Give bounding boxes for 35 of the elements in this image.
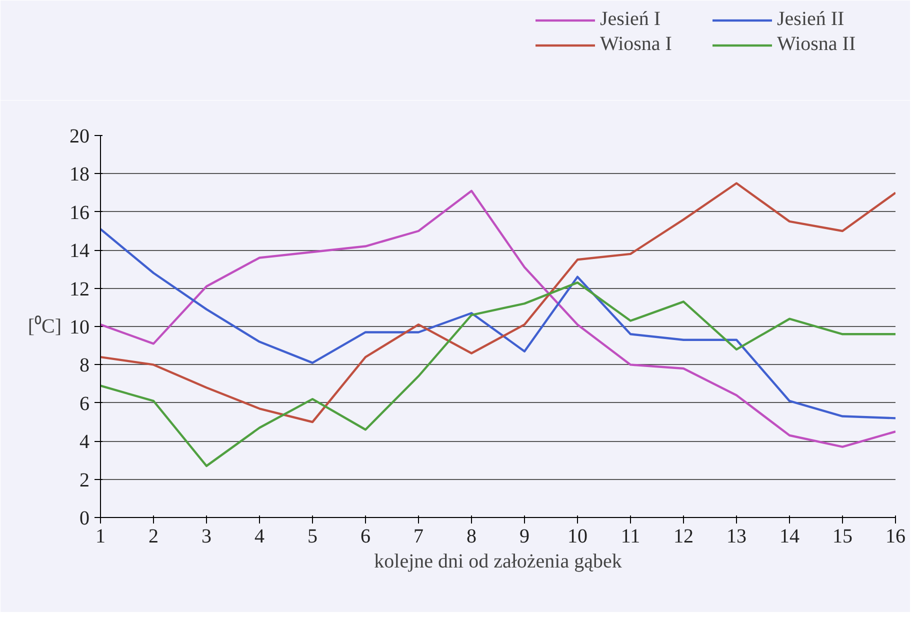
legend-label: Jesień II: [777, 8, 846, 31]
x-tick-label: 14: [780, 526, 800, 548]
x-tick-label: 13: [726, 526, 746, 548]
x-tick-label: 5: [308, 526, 318, 548]
y-tick-label: 10: [70, 316, 90, 338]
y-tick-label: 12: [70, 278, 90, 300]
y-tick-label: 20: [70, 126, 90, 148]
line-series: [100, 228, 896, 420]
legend-label: Wiosna I: [600, 33, 673, 56]
x-tick-label: 10: [568, 526, 588, 548]
y-tick-label: 14: [70, 240, 90, 262]
y-tick-label: 6: [80, 392, 90, 415]
x-tick-label: 12: [674, 526, 694, 548]
line-series: [100, 281, 896, 468]
y-tick-label: 4: [80, 431, 90, 454]
x-axis-title: kolejne dni od założenia gąbek: [374, 550, 622, 572]
y-tick-label: 8: [80, 354, 90, 377]
x-tick-label: 4: [254, 526, 264, 548]
x-tick-label: 11: [620, 526, 640, 548]
y-axis-title: [⁰C]: [28, 314, 62, 338]
x-tick-label: 2: [148, 526, 158, 548]
y-tick-label: 16: [70, 202, 90, 224]
y-tick-label: 2: [80, 469, 90, 492]
y-tick-label: 0: [80, 508, 90, 530]
x-tick-label: 9: [520, 526, 530, 548]
x-tick-label: 6: [360, 526, 370, 548]
x-tick-label: 3: [202, 526, 212, 548]
x-tick-label: 7: [414, 526, 424, 548]
legend-label: Jesień I: [600, 8, 662, 31]
x-tick-label: 8: [466, 526, 476, 548]
legend-label: Wiosna II: [777, 33, 857, 56]
x-tick-label: 1: [96, 526, 106, 548]
x-tick-label: 15: [832, 526, 852, 548]
y-tick-label: 18: [70, 164, 90, 186]
x-tick-label: 16: [886, 526, 906, 548]
